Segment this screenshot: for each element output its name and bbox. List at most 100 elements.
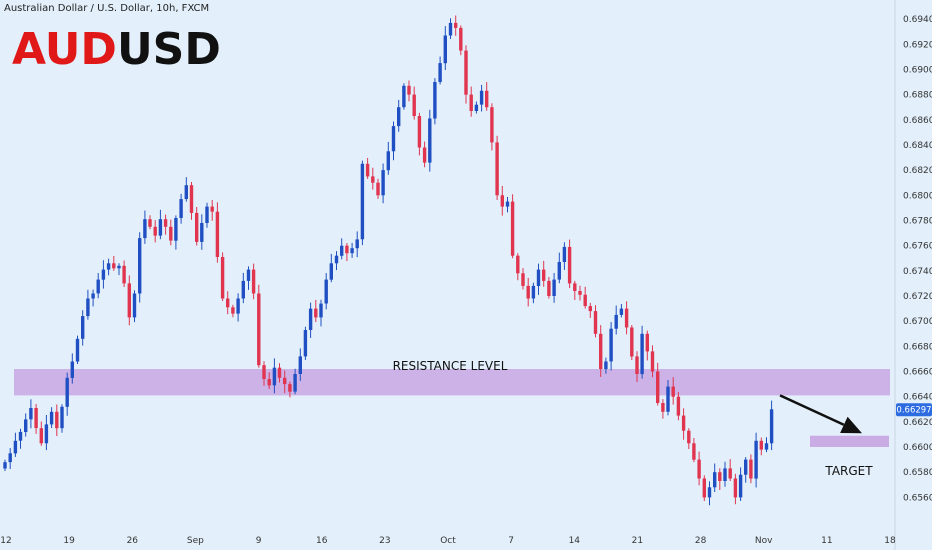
candle xyxy=(122,260,126,287)
candle-body xyxy=(443,35,447,64)
target-zone[interactable] xyxy=(810,435,889,447)
candle xyxy=(246,266,251,290)
candle-body xyxy=(588,306,592,312)
candle xyxy=(728,459,732,481)
candle xyxy=(510,194,515,259)
candle xyxy=(547,277,551,299)
candle-body xyxy=(474,104,479,111)
candle-body xyxy=(723,468,727,481)
candle xyxy=(422,141,427,168)
candle xyxy=(34,404,38,434)
candle xyxy=(604,357,608,374)
candle-body xyxy=(200,223,204,242)
candle xyxy=(412,86,416,120)
candle-body xyxy=(707,487,712,498)
candle-body xyxy=(702,478,706,498)
candle xyxy=(666,380,670,416)
candle xyxy=(18,428,23,449)
candle xyxy=(184,177,188,202)
candle-body xyxy=(630,327,634,357)
candle xyxy=(96,273,100,299)
candle xyxy=(70,353,74,384)
date-tick-label: 11 xyxy=(821,536,832,546)
candle-body xyxy=(34,408,38,429)
price-tick-label: 0.65600 xyxy=(903,493,932,503)
candle xyxy=(754,432,758,488)
candle-body xyxy=(251,269,256,294)
candle xyxy=(692,438,696,463)
candle-body xyxy=(479,90,484,105)
candle-body xyxy=(283,377,287,385)
candle-body xyxy=(749,459,753,479)
candle xyxy=(272,358,277,394)
candle-body xyxy=(381,170,385,196)
candle xyxy=(251,263,256,300)
candle-body xyxy=(448,22,453,36)
candle xyxy=(583,286,587,309)
candle xyxy=(298,348,302,381)
candle-body xyxy=(215,211,220,257)
candle-body xyxy=(635,356,639,374)
candle xyxy=(526,277,530,307)
candle-body xyxy=(599,333,603,369)
candle xyxy=(505,197,510,213)
candle-body xyxy=(526,285,530,299)
candle-body xyxy=(713,472,717,488)
candle-body xyxy=(619,308,624,315)
candle-body xyxy=(272,367,277,386)
candle xyxy=(205,202,209,228)
candle-body xyxy=(464,50,468,95)
candle xyxy=(262,361,266,386)
candle-body xyxy=(132,293,137,318)
candle-body xyxy=(671,386,675,397)
candle-body xyxy=(18,431,23,441)
candle xyxy=(464,45,468,104)
price-axis-background xyxy=(895,0,932,550)
candle-body xyxy=(754,440,758,479)
candle xyxy=(718,468,722,490)
candle xyxy=(769,400,774,451)
candle-body xyxy=(733,478,738,498)
candle-body xyxy=(75,338,80,362)
candle xyxy=(469,86,473,117)
candle-body xyxy=(759,440,763,450)
candle xyxy=(324,273,328,310)
candle xyxy=(562,242,567,270)
candle-body xyxy=(158,219,163,236)
candle xyxy=(355,231,359,258)
candle-body xyxy=(319,303,323,318)
candle xyxy=(448,18,453,39)
candle xyxy=(516,253,520,281)
resistance-zone[interactable] xyxy=(14,369,890,396)
candle-body xyxy=(65,377,69,407)
candle xyxy=(681,408,686,440)
candle-body xyxy=(422,147,427,163)
candle xyxy=(376,178,380,199)
candle xyxy=(495,135,499,200)
date-tick-label: 9 xyxy=(256,536,262,546)
date-tick-label: Oct xyxy=(440,536,456,546)
candle-body xyxy=(106,263,111,270)
candle xyxy=(106,258,111,276)
candle xyxy=(687,428,691,449)
candle-body xyxy=(355,239,359,249)
candle-body xyxy=(55,411,59,429)
date-tick-label: 21 xyxy=(632,536,643,546)
candle-body xyxy=(81,316,85,339)
candle xyxy=(44,415,49,451)
candle-body xyxy=(593,311,598,334)
candle-body xyxy=(70,361,74,378)
candle xyxy=(417,112,422,156)
candle xyxy=(391,121,396,161)
candle xyxy=(334,251,339,271)
candle xyxy=(365,157,370,179)
candle-body xyxy=(552,279,556,296)
candle-body xyxy=(578,291,582,295)
